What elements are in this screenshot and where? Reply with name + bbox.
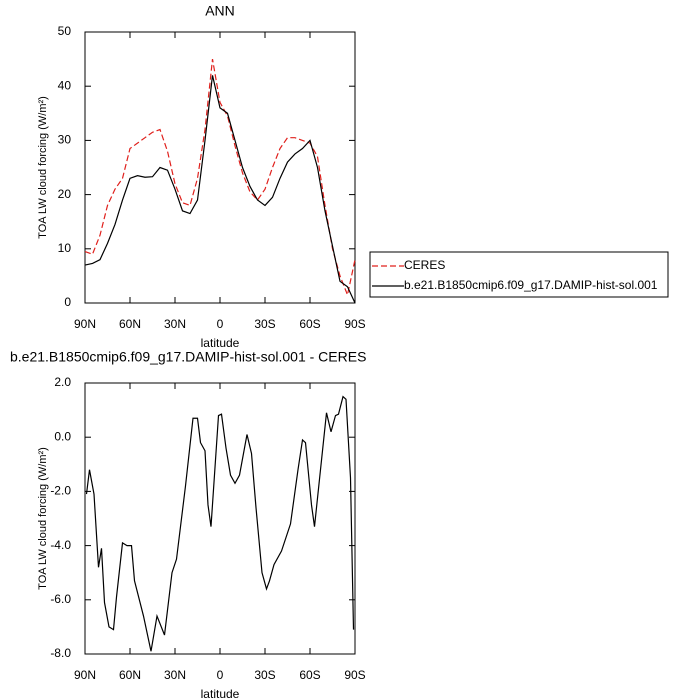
x-tick-label: 90N [74, 668, 96, 682]
y-tick-label: 30 [58, 133, 72, 147]
legend-label: CERES [404, 258, 445, 272]
legend-box [369, 251, 669, 298]
x-tick-label: 60N [119, 317, 141, 331]
x-tick-label: 90S [344, 668, 365, 682]
y-tick-label: 40 [58, 78, 72, 92]
x-tick-label: 30S [254, 668, 275, 682]
y-tick-label: 50 [58, 24, 72, 38]
y-tick-label: 20 [58, 187, 72, 201]
y-tick-label: 10 [58, 241, 72, 255]
data-line [84, 58, 356, 297]
legend-label: b.e21.B1850cmip6.f09_g17.DAMIP-hist-sol.… [404, 278, 658, 292]
x-tick-label: 90S [344, 317, 365, 331]
y-tick-label: 2.0 [54, 375, 71, 389]
x-tick-label: 30N [164, 668, 186, 682]
y-tick-label: -6.0 [50, 592, 71, 606]
y-axis-label: TOA LW cloud forcing (W/m²) [37, 447, 49, 590]
y-axis-label: TOA LW cloud forcing (W/m²) [37, 96, 49, 239]
x-tick-label: 0 [217, 317, 224, 331]
chart-title: b.e21.B1850cmip6.f09_g17.DAMIP-hist-sol.… [10, 349, 366, 365]
x-tick-label: 30S [254, 317, 275, 331]
x-tick-label: 90N [74, 317, 96, 331]
data-line [85, 395, 355, 652]
y-tick-label: 0 [64, 295, 71, 309]
y-tick-label: 0.0 [54, 429, 71, 443]
y-tick-label: -4.0 [50, 538, 71, 552]
x-axis-label: latitude [201, 687, 240, 700]
y-tick-label: -8.0 [50, 646, 71, 660]
chart-title: ANN [205, 3, 235, 19]
x-tick-label: 30N [164, 317, 186, 331]
x-axis-label: latitude [201, 336, 240, 350]
data-line [84, 75, 356, 304]
x-tick-label: 60S [299, 317, 320, 331]
x-tick-label: 60S [299, 668, 320, 682]
x-tick-label: 60N [119, 668, 141, 682]
x-tick-label: 0 [217, 668, 224, 682]
plot-frame [84, 382, 356, 655]
y-tick-label: -2.0 [50, 484, 71, 498]
